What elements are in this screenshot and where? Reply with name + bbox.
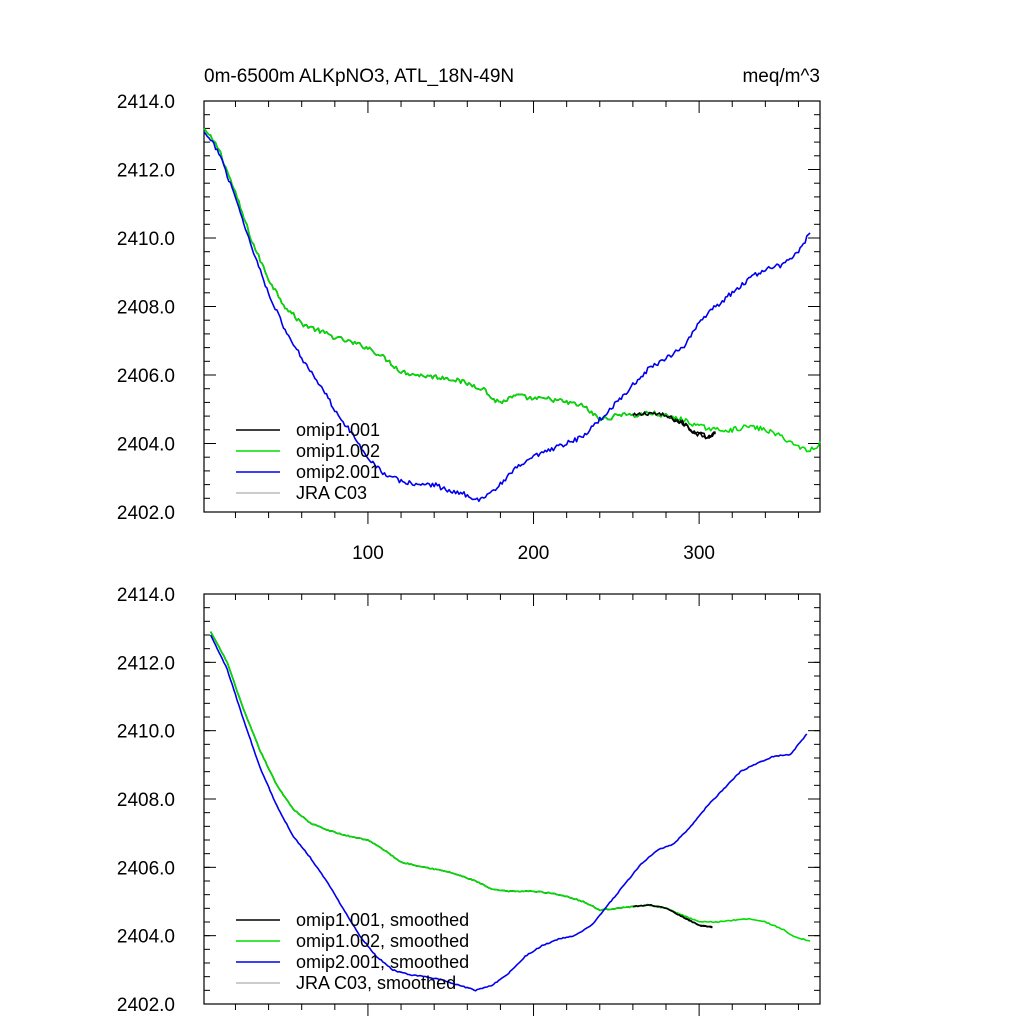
series-line-overlay <box>632 410 716 440</box>
legend-label: JRA C03 <box>296 483 367 503</box>
legend-label: omip2.001 <box>296 462 380 482</box>
y-tick-label: 2410.0 <box>117 229 175 250</box>
y-tick-label: 2410.0 <box>117 722 175 743</box>
y-tick-label: 2412.0 <box>117 653 175 674</box>
bottom-panel: 2402.0 2404.0 2406.0 2408.0 2410.0 2412.0 2414… <box>117 585 821 1016</box>
series-line-omip1-001-smoothed <box>209 631 713 928</box>
y-tick-label: 2408.0 <box>117 298 175 319</box>
series-line-omip2-001 <box>203 131 811 503</box>
series-line-omip1-002-smoothed <box>209 631 811 942</box>
y-tick-label: 2414.0 <box>117 92 175 113</box>
y-tick-label: 2404.0 <box>117 435 175 456</box>
y-tick-label: 2408.0 <box>117 790 175 811</box>
series-line-omip1-002 <box>203 127 821 453</box>
legend-label: omip1.001, smoothed <box>296 910 469 930</box>
legend-label: omip2.001, smoothed <box>296 952 469 972</box>
y-tick-label: 2406.0 <box>117 858 175 879</box>
series-line-omip2-001-smoothed <box>209 634 808 992</box>
plot-title: 0m-6500m ALKpNO3, ATL_18N-49N <box>204 66 514 87</box>
y-tick-label: 2412.0 <box>117 161 175 182</box>
y-tick-label: 2404.0 <box>117 927 175 948</box>
y-tick-label: 2402.0 <box>117 995 175 1016</box>
x-tick-label: 100 <box>352 543 384 564</box>
y-tick-label: 2402.0 <box>117 503 175 524</box>
legend-label: omip1.002 <box>296 441 380 461</box>
top-panel: 2402.0 2404.0 2406.0 2408.0 2410.0 2412.0 2414… <box>117 92 821 564</box>
x-tick-label: 200 <box>518 543 550 564</box>
series-line-omip1-001 <box>203 127 716 440</box>
series-line-overlay <box>632 903 713 929</box>
x-tick-label: 300 <box>683 543 715 564</box>
legend-label: JRA C03, smoothed <box>296 973 456 993</box>
y-tick-label: 2414.0 <box>117 585 175 606</box>
legend-label: omip1.002, smoothed <box>296 931 469 951</box>
units-label: meq/m^3 <box>742 66 820 87</box>
y-tick-label: 2406.0 <box>117 366 175 387</box>
legend-label: omip1.001 <box>296 420 380 440</box>
